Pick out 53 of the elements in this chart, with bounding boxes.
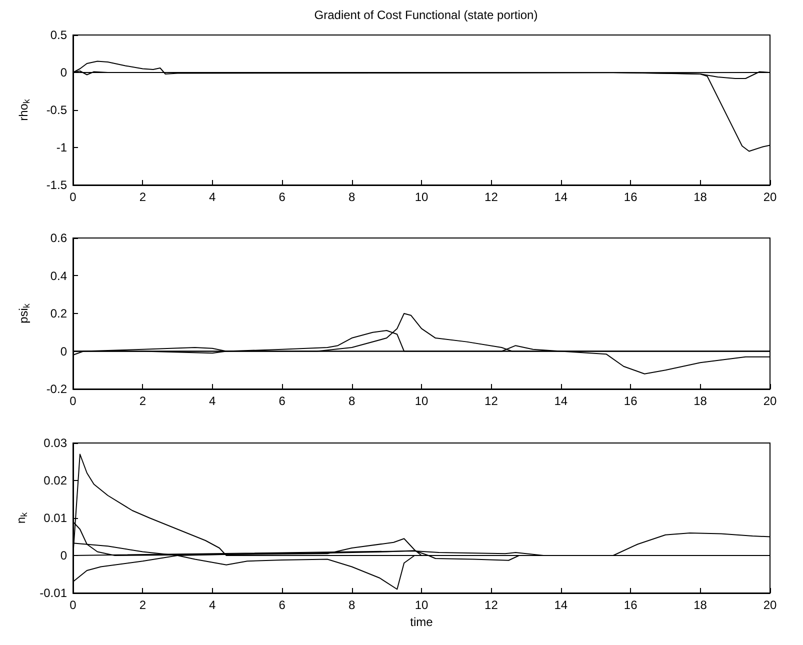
x-tick-label: 16 (624, 598, 638, 612)
y-tick-label: -1.5 (46, 178, 68, 192)
y-tick-label: 0.6 (50, 231, 68, 245)
y-axis-title: nk (14, 512, 30, 524)
y-tick-label: -0.2 (46, 382, 68, 396)
chart-title: Gradient of Cost Functional (state portion) (314, 8, 538, 22)
x-tick-label: 6 (278, 598, 286, 612)
y-tick-label: 0.01 (44, 511, 68, 525)
x-tick-label: 0 (70, 394, 77, 408)
x-tick-label: 20 (763, 598, 777, 612)
x-tick-label: 8 (348, 598, 356, 612)
y-axis-title: rhok (16, 98, 32, 121)
x-tick-label: 0 (70, 598, 77, 612)
y-tick-label: 0.4 (50, 268, 68, 283)
x-tick-label: 14 (554, 394, 568, 408)
x-tick-label: 12 (484, 190, 498, 204)
y-tick-label: 0.2 (50, 306, 68, 320)
x-tick-label: 18 (694, 598, 708, 612)
y-tick-label: 0.03 (44, 436, 68, 450)
x-tick-label: 10 (414, 394, 428, 408)
x-tick-label: 10 (414, 598, 428, 612)
x-tick-label: 20 (763, 190, 777, 204)
x-tick-label: 8 (348, 190, 356, 204)
y-tick-label: 0 (60, 548, 68, 562)
x-tick-label: 12 (484, 598, 498, 612)
x-tick-label: 20 (763, 394, 777, 408)
y-axis-title: psik (16, 303, 32, 324)
y-tick-label: -0.01 (40, 586, 68, 600)
x-tick-label: 14 (554, 190, 568, 204)
y-tick-label: 0 (60, 66, 68, 80)
y-tick-label: -1 (56, 140, 68, 154)
x-tick-label: 16 (624, 394, 638, 408)
x-tick-label: 6 (278, 394, 286, 408)
y-tick-label: 0 (60, 344, 68, 358)
x-tick-label: 8 (348, 394, 356, 408)
x-tick-label: 4 (209, 598, 216, 612)
x-tick-label: 12 (484, 394, 498, 408)
x-tick-label: 2 (139, 190, 146, 204)
x-tick-label: 2 (139, 598, 146, 612)
x-tick-label: 18 (694, 190, 708, 204)
x-tick-label: 10 (414, 190, 428, 204)
x-tick-label: 0 (70, 190, 77, 204)
x-axis-title: time (410, 614, 434, 629)
x-tick-label: 4 (209, 190, 216, 204)
x-tick-label: 18 (694, 394, 708, 408)
x-tick-label: 16 (624, 190, 638, 204)
y-tick-label: 0.5 (50, 28, 68, 42)
y-tick-label: -0.5 (46, 103, 68, 117)
x-tick-label: 6 (278, 190, 286, 204)
x-tick-label: 14 (554, 598, 568, 612)
x-tick-label: 2 (139, 394, 146, 408)
x-tick-label: 4 (209, 394, 216, 408)
y-tick-label: 0.02 (44, 474, 68, 488)
